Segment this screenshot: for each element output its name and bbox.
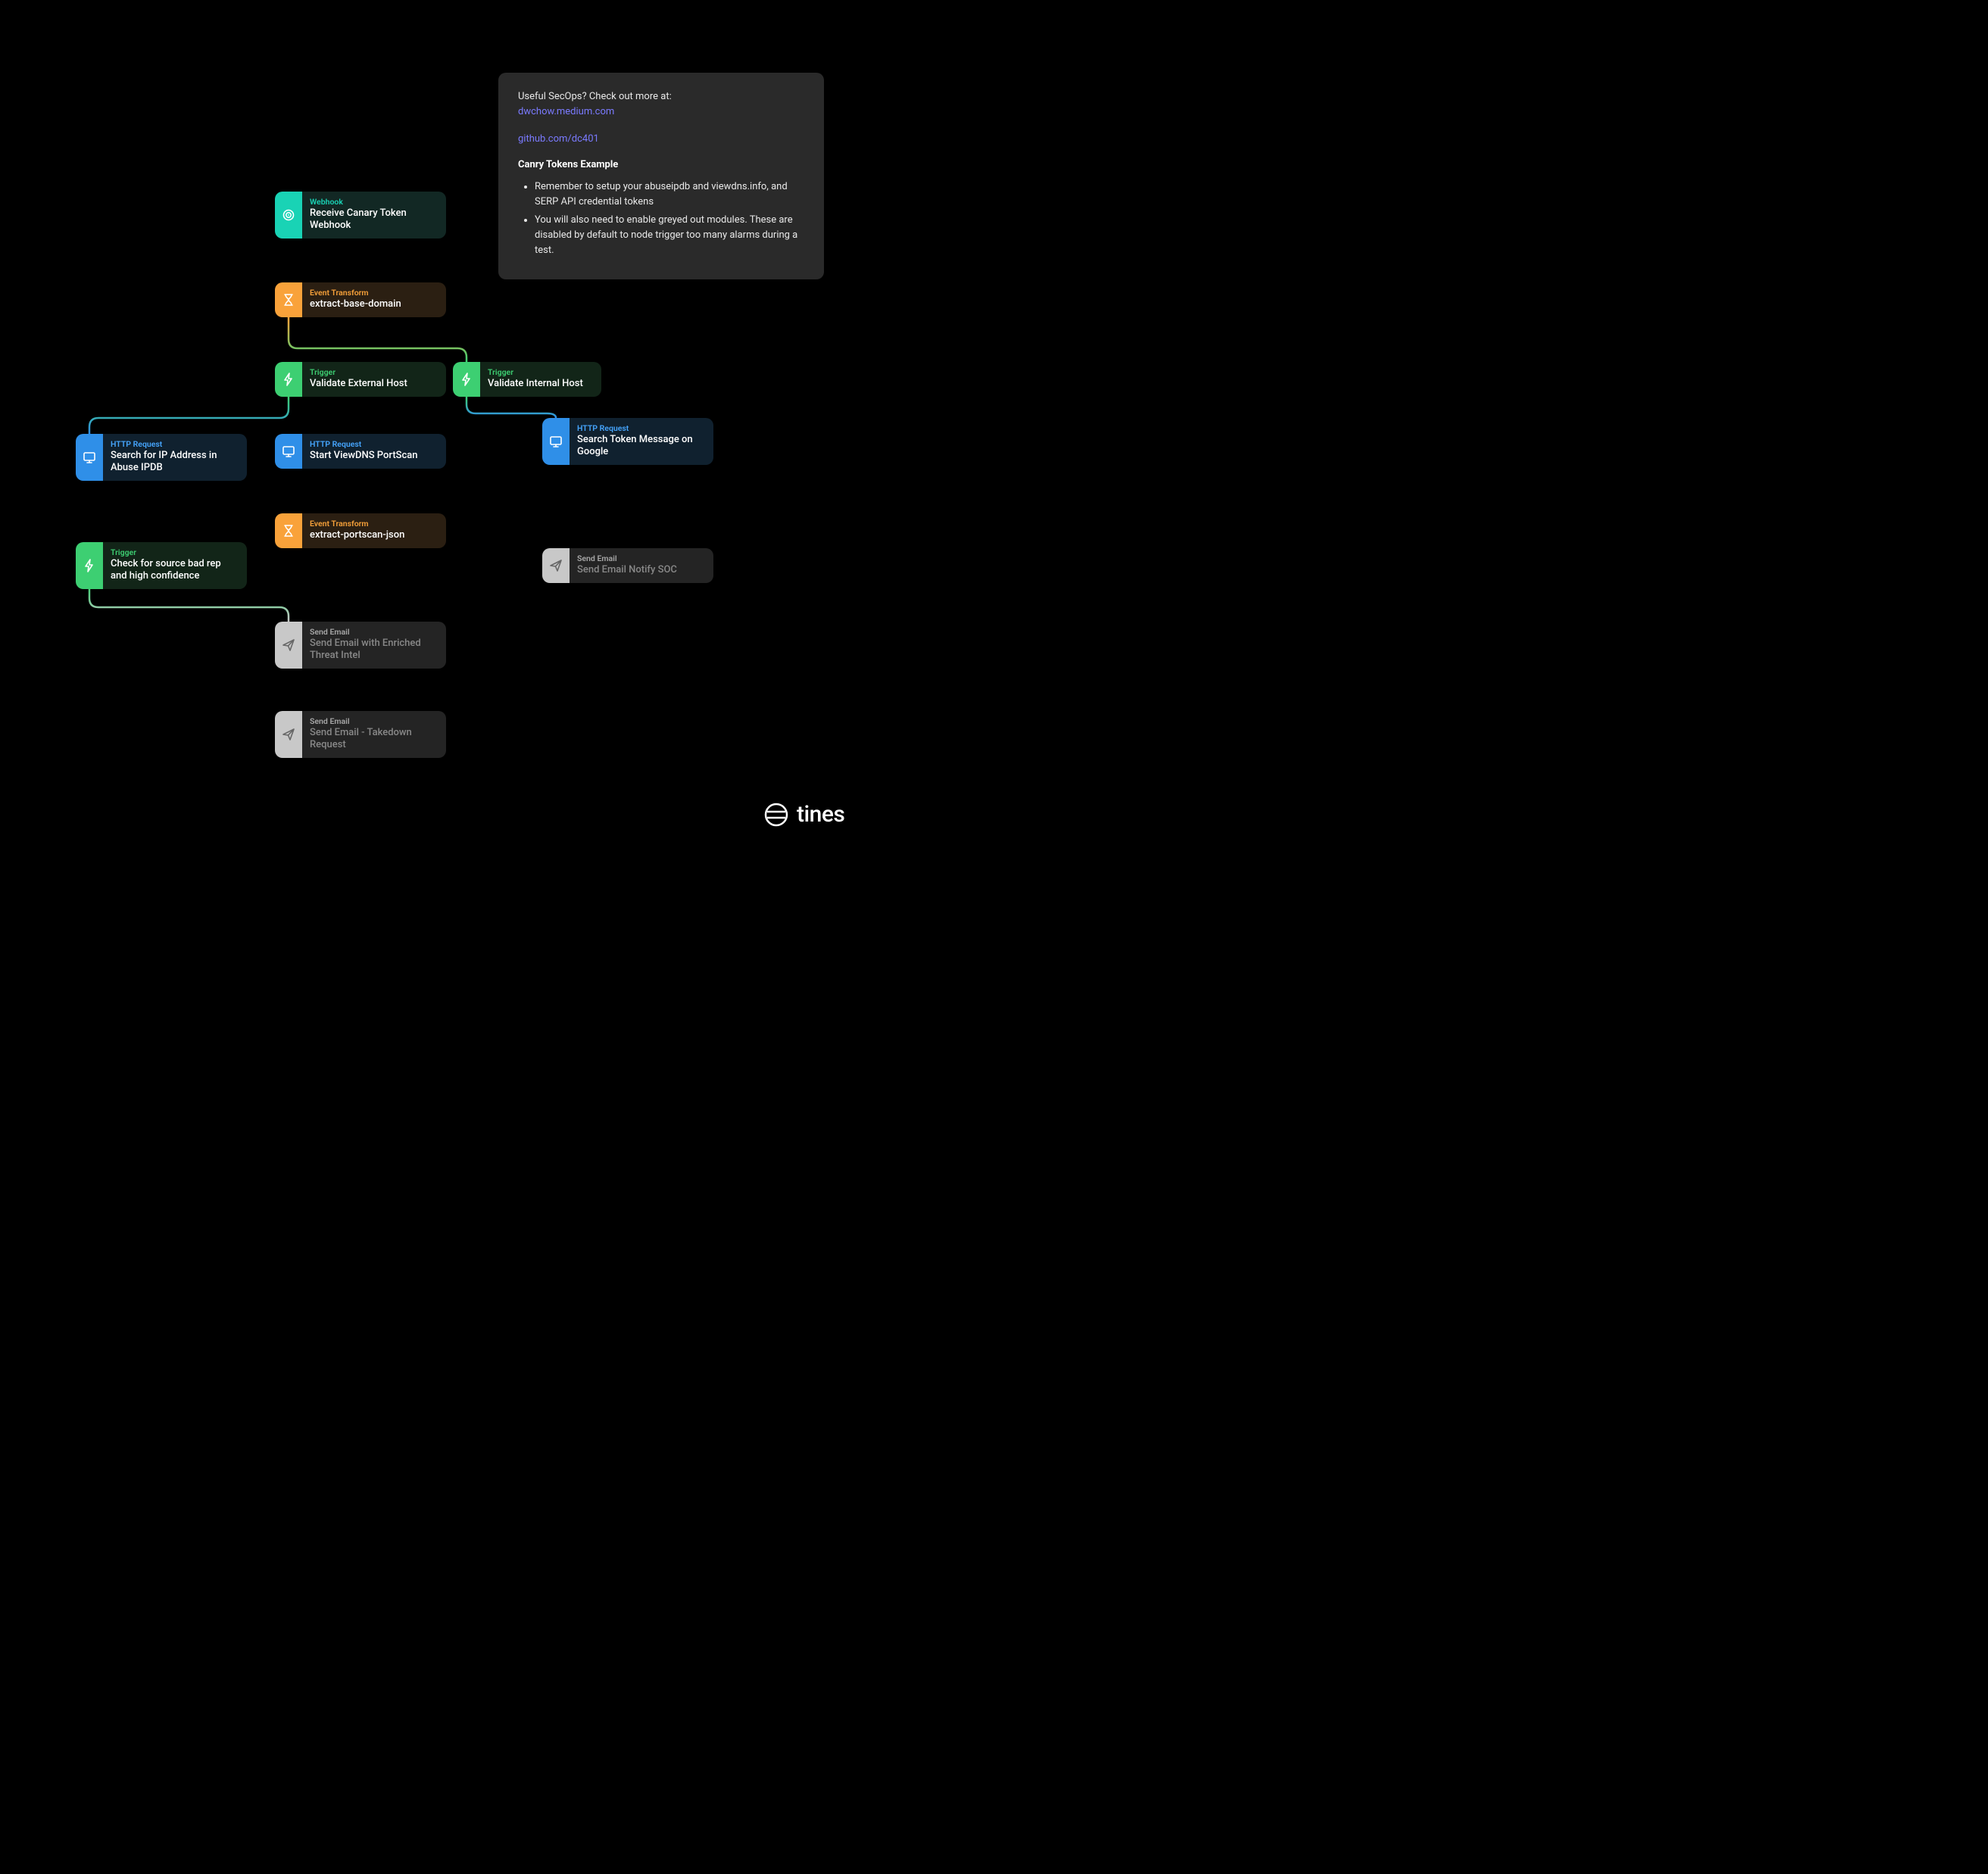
node-text: HTTP RequestSearch Token Message on Goog…: [570, 418, 713, 465]
node-http_goog[interactable]: HTTP RequestSearch Token Message on Goog…: [542, 418, 713, 465]
info-heading: Canry Tokens Example: [518, 157, 804, 173]
send-icon: [275, 622, 302, 669]
tines-logo-text: tines: [797, 801, 844, 828]
node-type-label: HTTP Request: [111, 439, 238, 449]
node-title: extract-base-domain: [310, 298, 437, 310]
edge-trig_int-to-http_goog: [467, 397, 556, 418]
node-text: Event Transformextract-portscan-json: [302, 513, 446, 548]
node-type-label: Trigger: [310, 367, 437, 377]
node-http_abuse[interactable]: HTTP RequestSearch for IP Address in Abu…: [76, 434, 247, 481]
node-type-label: Send Email: [577, 553, 704, 563]
info-intro: Useful SecOps? Check out more at:: [518, 89, 804, 104]
node-et2[interactable]: Event Transformextract-portscan-json: [275, 513, 446, 548]
hourglass-icon: [275, 513, 302, 548]
info-bullets: Remember to setup your abuseipdb and vie…: [518, 179, 804, 259]
webhook-icon: [275, 192, 302, 239]
node-text: HTTP RequestStart ViewDNS PortScan: [302, 434, 446, 469]
bolt-icon: [453, 362, 480, 397]
node-type-label: Webhook: [310, 197, 437, 207]
node-text: WebhookReceive Canary Token Webhook: [302, 192, 446, 239]
node-type-label: Send Email: [310, 627, 437, 637]
node-title: Send Email Notify SOC: [577, 564, 704, 576]
node-type-label: Send Email: [310, 716, 437, 726]
node-email_ti[interactable]: Send EmailSend Email with Enriched Threa…: [275, 622, 446, 669]
workflow-canvas: Useful SecOps? Check out more at: dwchow…: [0, 0, 901, 850]
node-webhook[interactable]: WebhookReceive Canary Token Webhook: [275, 192, 446, 239]
node-text: Event Transformextract-base-domain: [302, 282, 446, 317]
info-panel: Useful SecOps? Check out more at: dwchow…: [498, 73, 824, 279]
node-title: Validate Internal Host: [488, 378, 592, 390]
node-type-label: Event Transform: [310, 288, 437, 298]
info-link-2[interactable]: github.com/dc401: [518, 133, 599, 145]
node-title: Search Token Message on Google: [577, 434, 704, 459]
info-bullet: Remember to setup your abuseipdb and vie…: [535, 179, 804, 210]
hourglass-icon: [275, 282, 302, 317]
send-icon: [542, 548, 570, 583]
node-title: Start ViewDNS PortScan: [310, 450, 437, 462]
monitor-icon: [542, 418, 570, 465]
node-type-label: Event Transform: [310, 519, 437, 529]
node-text: HTTP RequestSearch for IP Address in Abu…: [103, 434, 247, 481]
node-email_td[interactable]: Send EmailSend Email - Takedown Request: [275, 711, 446, 758]
edge-trig_ext-to-http_abuse: [89, 397, 289, 434]
bolt-icon: [76, 542, 103, 589]
bolt-icon: [275, 362, 302, 397]
node-type-label: HTTP Request: [310, 439, 437, 449]
node-et1[interactable]: Event Transformextract-base-domain: [275, 282, 446, 317]
node-text: Send EmailSend Email - Takedown Request: [302, 711, 446, 758]
node-title: Receive Canary Token Webhook: [310, 207, 437, 232]
node-trig_ext[interactable]: TriggerValidate External Host: [275, 362, 446, 397]
send-icon: [275, 711, 302, 758]
node-title: Search for IP Address in Abuse IPDB: [111, 450, 238, 475]
node-email_soc[interactable]: Send EmailSend Email Notify SOC: [542, 548, 713, 583]
node-type-label: HTTP Request: [577, 423, 704, 433]
monitor-icon: [76, 434, 103, 481]
node-http_view[interactable]: HTTP RequestStart ViewDNS PortScan: [275, 434, 446, 469]
info-bullet: You will also need to enable greyed out …: [535, 213, 804, 258]
node-text: TriggerValidate External Host: [302, 362, 446, 397]
node-text: TriggerValidate Internal Host: [480, 362, 601, 397]
monitor-icon: [275, 434, 302, 469]
node-title: Check for source bad rep and high confid…: [111, 558, 238, 583]
info-link-1[interactable]: dwchow.medium.com: [518, 106, 614, 117]
node-text: TriggerCheck for source bad rep and high…: [103, 542, 247, 589]
node-text: Send EmailSend Email with Enriched Threa…: [302, 622, 446, 669]
node-trig_int[interactable]: TriggerValidate Internal Host: [453, 362, 601, 397]
node-title: Send Email - Takedown Request: [310, 727, 437, 752]
node-title: Send Email with Enriched Threat Intel: [310, 638, 437, 663]
node-title: extract-portscan-json: [310, 529, 437, 541]
node-type-label: Trigger: [488, 367, 592, 377]
tines-logo-icon: [763, 802, 789, 828]
node-trig_rep[interactable]: TriggerCheck for source bad rep and high…: [76, 542, 247, 589]
edge-trig_rep-to-email_ti: [89, 586, 289, 622]
node-title: Validate External Host: [310, 378, 437, 390]
edge-et1-to-trig_int: [289, 317, 467, 362]
node-text: Send EmailSend Email Notify SOC: [570, 548, 713, 583]
tines-logo: tines: [763, 801, 844, 828]
node-type-label: Trigger: [111, 547, 238, 557]
